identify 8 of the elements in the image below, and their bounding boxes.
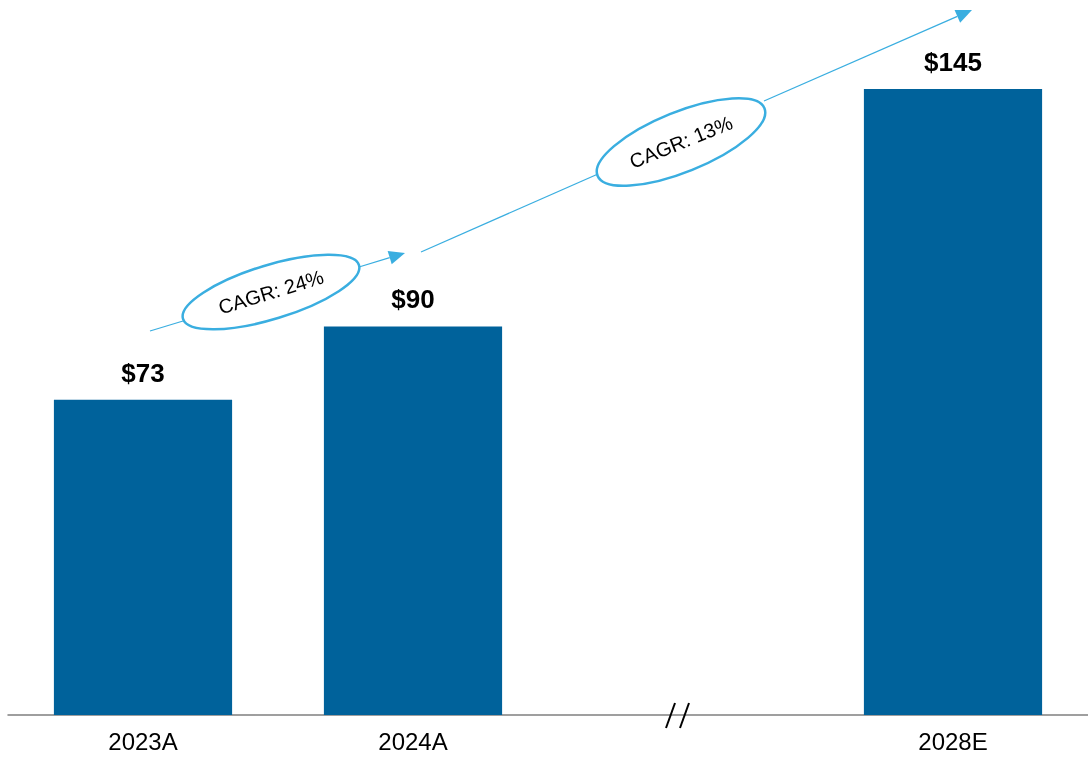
data-label: $90 <box>391 284 435 315</box>
x-tick-label: 2028E <box>918 727 988 755</box>
x-tick-label: 2024A <box>378 727 448 755</box>
annotation: CAGR: 13% <box>626 111 736 173</box>
data-label: $73 <box>121 357 165 388</box>
x-tick-label: 2023A <box>108 727 178 755</box>
data-label: $145 <box>924 47 982 77</box>
annotation: CAGR: 24% <box>215 265 327 319</box>
